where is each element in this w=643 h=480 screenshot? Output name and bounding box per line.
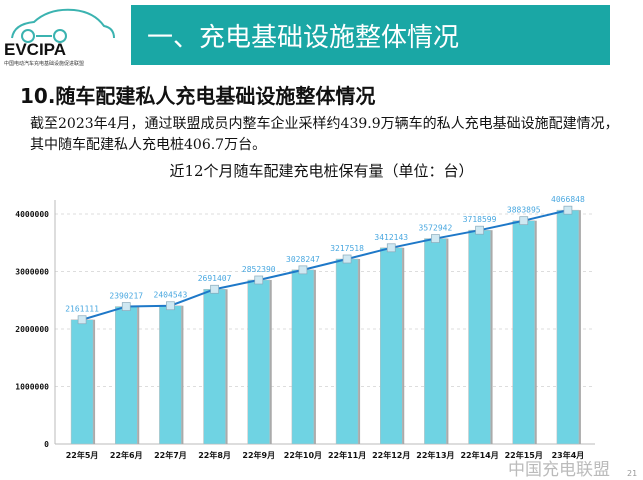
x-tick-label: 22年7月 — [154, 450, 187, 460]
x-tick-label: 23年4月 — [552, 450, 585, 460]
data-label: 3217518 — [330, 244, 364, 253]
data-label: 3412143 — [374, 233, 408, 242]
line-marker — [519, 216, 529, 226]
x-tick-label: 22年12月 — [372, 450, 410, 460]
logo-text: EVCIPA — [4, 40, 67, 59]
section-title: 10.随车配建私人充电基础设施整体情况 — [20, 84, 376, 108]
line-marker — [166, 301, 175, 311]
y-tick-label: 2000000 — [15, 325, 49, 334]
bar — [380, 247, 403, 445]
x-tick-label: 22年9月 — [242, 450, 275, 460]
data-label: 2161111 — [65, 305, 99, 314]
x-tick-label: 22年6月 — [110, 450, 143, 460]
data-label: 2390217 — [109, 292, 143, 301]
data-label: 2404543 — [154, 291, 188, 300]
y-tick-label: 0 — [44, 440, 49, 449]
line-marker — [342, 254, 352, 264]
data-label: 3883895 — [507, 206, 541, 215]
bar — [335, 258, 359, 445]
x-tick-label: 22年15月 — [505, 450, 543, 460]
line-marker — [431, 234, 440, 243]
x-tick-label: 22年11月 — [328, 450, 366, 460]
data-label: 3718599 — [463, 215, 497, 224]
line-marker — [210, 284, 219, 294]
bar — [556, 209, 580, 445]
y-tick-label: 4000000 — [15, 210, 49, 219]
bar — [291, 269, 315, 445]
x-tick-label: 22年14月 — [460, 450, 498, 460]
line-marker — [386, 243, 396, 253]
x-tick-label: 22年5月 — [66, 450, 99, 460]
header-banner: 一、充电基础设施整体情况 — [131, 5, 610, 65]
bar — [70, 319, 94, 445]
bar — [468, 229, 491, 445]
line-marker — [563, 205, 573, 215]
line-marker — [298, 265, 308, 275]
line-marker — [254, 275, 264, 285]
line-marker — [77, 315, 87, 325]
bar — [512, 220, 535, 445]
watermark: 中国充电联盟 — [508, 460, 610, 480]
line-marker — [475, 225, 484, 235]
y-tick-label: 3000000 — [15, 268, 49, 277]
x-tick-label: 22年8月 — [198, 450, 231, 460]
bar — [424, 238, 447, 445]
series-line — [81, 209, 569, 321]
bar — [159, 305, 182, 445]
data-label: 2852390 — [242, 265, 276, 274]
x-tick-label: 22年10月 — [284, 450, 322, 460]
data-label: 4066848 — [551, 195, 585, 204]
logo-subtitle: 中国电动汽车充电基础设施促进联盟 — [4, 61, 85, 67]
page-number: 21 — [627, 469, 638, 478]
chart-title: 近12个月随车配建充电桩保有量（单位：台） — [169, 162, 474, 180]
bar — [203, 288, 226, 445]
bar — [247, 279, 270, 445]
x-tick-label: 22年13月 — [416, 450, 454, 460]
description-paragraph: 截至2023年4月，通过联盟成员内整车企业采样约439.9万辆车的私人充电基础设… — [30, 116, 619, 153]
page-title: 一、充电基础设施整体情况 — [147, 23, 460, 53]
line-marker — [121, 302, 131, 311]
evcipa-logo — [11, 8, 115, 43]
data-label: 2691407 — [198, 274, 232, 283]
data-label: 3028247 — [286, 255, 320, 264]
bar — [115, 306, 138, 445]
data-label: 3572942 — [419, 224, 453, 233]
y-tick-label: 1000000 — [15, 383, 49, 392]
